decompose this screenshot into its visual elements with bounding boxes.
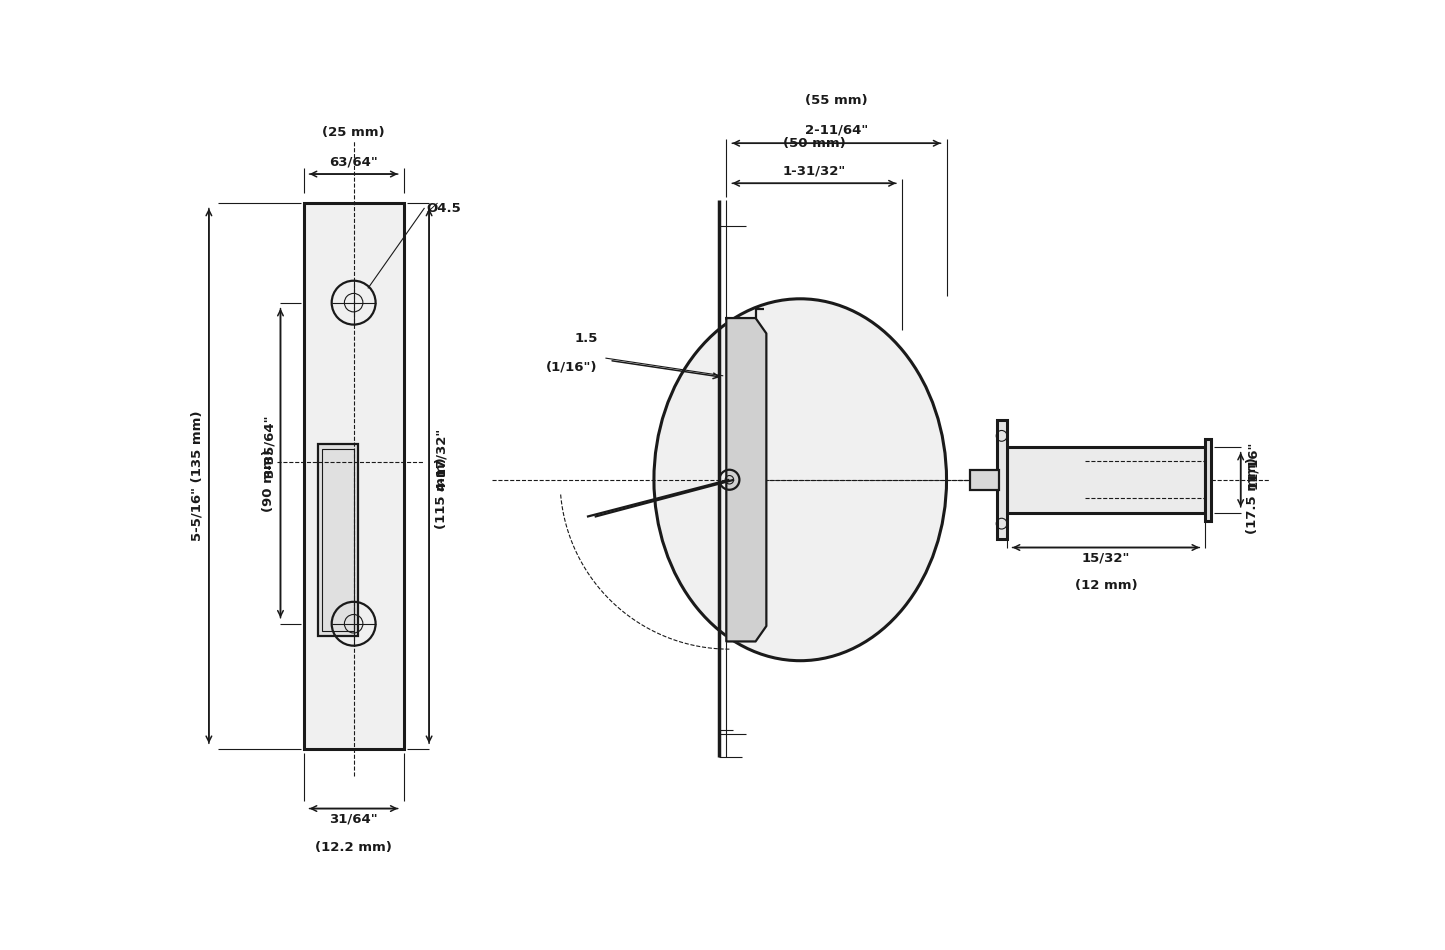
- Text: (1/16"): (1/16"): [546, 361, 598, 374]
- Bar: [318, 444, 358, 636]
- Text: 31/64": 31/64": [329, 813, 379, 826]
- Text: 3-35/64": 3-35/64": [263, 414, 276, 478]
- Text: 15/32": 15/32": [1082, 551, 1130, 564]
- Bar: [997, 421, 1007, 539]
- Text: (12.2 mm): (12.2 mm): [315, 841, 392, 853]
- Text: (115 mm): (115 mm): [435, 457, 448, 529]
- Text: 4-17/32": 4-17/32": [435, 428, 448, 490]
- Bar: [1205, 439, 1211, 521]
- Text: (12 mm): (12 mm): [1075, 579, 1137, 592]
- Text: 2-11/64": 2-11/64": [805, 124, 868, 137]
- Text: (90 mm): (90 mm): [263, 448, 276, 511]
- Text: 1-31/32": 1-31/32": [783, 164, 845, 178]
- Polygon shape: [727, 318, 766, 641]
- Text: (50 mm): (50 mm): [783, 137, 845, 150]
- Text: 5-5/16" (135 mm): 5-5/16" (135 mm): [191, 410, 204, 542]
- Text: 1.5: 1.5: [574, 332, 598, 346]
- Text: (55 mm): (55 mm): [805, 94, 868, 107]
- Text: Ø4.5: Ø4.5: [426, 201, 461, 215]
- Bar: [322, 449, 354, 631]
- Bar: [970, 469, 998, 490]
- Text: (25 mm): (25 mm): [322, 126, 384, 139]
- Bar: [1007, 446, 1205, 513]
- Ellipse shape: [655, 299, 946, 660]
- Bar: [303, 202, 403, 750]
- Text: (17.5 mm): (17.5 mm): [1247, 457, 1260, 534]
- Text: 63/64": 63/64": [329, 155, 379, 168]
- Text: 11/16": 11/16": [1247, 440, 1260, 488]
